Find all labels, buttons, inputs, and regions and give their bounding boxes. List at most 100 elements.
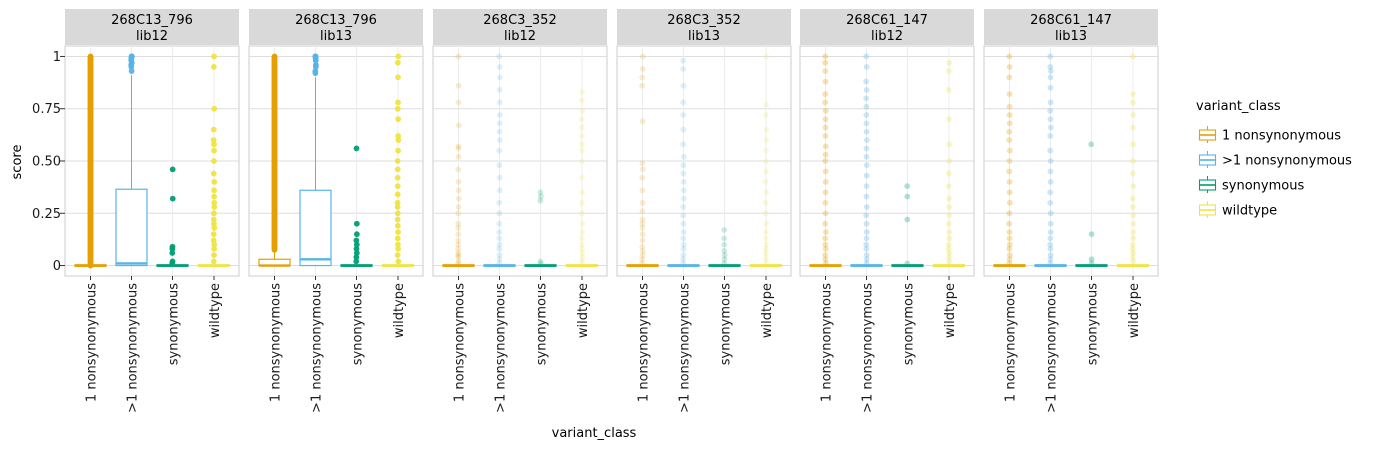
outlier-point	[1006, 199, 1013, 206]
outlier-point	[904, 183, 911, 189]
boxplot	[483, 53, 516, 267]
outlier-point	[863, 229, 870, 235]
outlier-point	[822, 229, 829, 235]
box	[115, 188, 148, 267]
outlier-point	[395, 74, 401, 81]
outlier-point	[579, 133, 585, 139]
x-tick-label: >1 nonsynonymous	[1045, 283, 1060, 413]
outlier-point	[680, 245, 687, 252]
outlier-point	[579, 97, 585, 104]
boxplot	[749, 53, 783, 267]
outlier-point	[128, 53, 135, 60]
x-tick-label: 1 nonsynonymous	[453, 283, 468, 402]
outlier-point	[822, 116, 829, 123]
outlier-point	[822, 199, 829, 206]
outlier-point	[822, 210, 829, 217]
outlier-point	[579, 220, 586, 227]
outlier-point	[579, 199, 585, 206]
outlier-point	[455, 145, 462, 152]
outlier-point	[395, 99, 401, 106]
outlier-point	[496, 210, 503, 217]
boxplot	[524, 189, 557, 267]
outlier-point	[822, 245, 829, 252]
outlier-point	[639, 225, 646, 231]
outlier-point	[680, 82, 687, 89]
outlier-point	[169, 166, 176, 173]
outlier-point	[946, 158, 953, 164]
outlier-point	[1006, 147, 1013, 154]
outlier-point	[946, 250, 953, 256]
outlier-point	[822, 99, 829, 106]
outlier-point	[763, 53, 770, 60]
outlier-point	[1130, 235, 1137, 242]
outlier-point	[639, 82, 646, 89]
outlier-point	[537, 258, 544, 265]
outlier-point	[1047, 84, 1054, 91]
outlier-point	[639, 187, 646, 194]
legend-key	[1198, 201, 1217, 218]
outlier-point	[578, 241, 585, 248]
outlier-point	[822, 143, 829, 150]
outlier-point	[1047, 116, 1054, 123]
y-tick-label: 0.50	[32, 155, 61, 170]
outlier-point	[394, 252, 401, 258]
facet-strip-label: 268C13_796	[111, 13, 193, 28]
outlier-point	[312, 53, 319, 60]
outlier-point	[353, 220, 360, 227]
outlier-point	[1088, 256, 1095, 263]
outlier-point	[455, 204, 462, 210]
outlier-point	[639, 216, 646, 223]
outlier-point	[763, 137, 770, 143]
outlier-point	[1130, 204, 1136, 210]
outlier-point	[353, 237, 360, 244]
outlier-point	[1130, 141, 1137, 148]
outlier-point	[680, 229, 687, 235]
outlier-point	[1006, 220, 1013, 227]
outlier-point	[863, 220, 870, 227]
outlier-point	[1047, 241, 1054, 248]
outlier-point	[863, 112, 870, 118]
outlier-point	[822, 59, 829, 66]
facet-strip	[617, 9, 791, 45]
outlier-point	[946, 59, 953, 66]
facet-strip	[65, 9, 239, 45]
outlier-point	[1047, 256, 1054, 263]
outlier-point	[210, 237, 217, 244]
outlier-point	[1047, 74, 1054, 81]
outlier-point	[1006, 91, 1013, 97]
outlier-point	[822, 107, 829, 114]
outlier-point	[210, 231, 217, 238]
outlier-point	[394, 158, 401, 164]
x-tick-label: >1 nonsynonymous	[126, 283, 141, 413]
outlier-point	[455, 210, 462, 217]
legend-item-label: synonymous	[1222, 179, 1304, 194]
outlier-point	[1130, 158, 1136, 164]
boxplot	[299, 53, 332, 267]
x-tick-label: 1 nonsynonymous	[85, 283, 100, 402]
outlier-point	[1130, 220, 1137, 227]
facet-strip-label: 268C3_352	[483, 13, 556, 28]
outlier-point	[680, 220, 687, 227]
outlier-point	[763, 241, 770, 248]
outlier-point	[946, 204, 952, 210]
outlier-point	[822, 53, 829, 60]
outlier-point	[210, 216, 217, 223]
outlier-point	[822, 252, 829, 258]
outlier-point	[1006, 210, 1013, 217]
outlier-point	[762, 158, 769, 164]
outlier-point	[455, 179, 462, 185]
outlier-point	[455, 166, 462, 173]
outlier-point	[579, 229, 586, 235]
boxplot	[74, 53, 107, 269]
outlier-point	[945, 241, 952, 248]
outlier-point	[763, 168, 769, 175]
outlier-point	[537, 197, 544, 204]
outlier-point	[680, 195, 687, 202]
x-tick-label: wildtype	[576, 283, 591, 338]
outlier-point	[762, 179, 769, 185]
outlier-point	[1130, 99, 1136, 106]
y-tick-label: 0	[53, 259, 61, 274]
outlier-point	[1006, 256, 1013, 263]
